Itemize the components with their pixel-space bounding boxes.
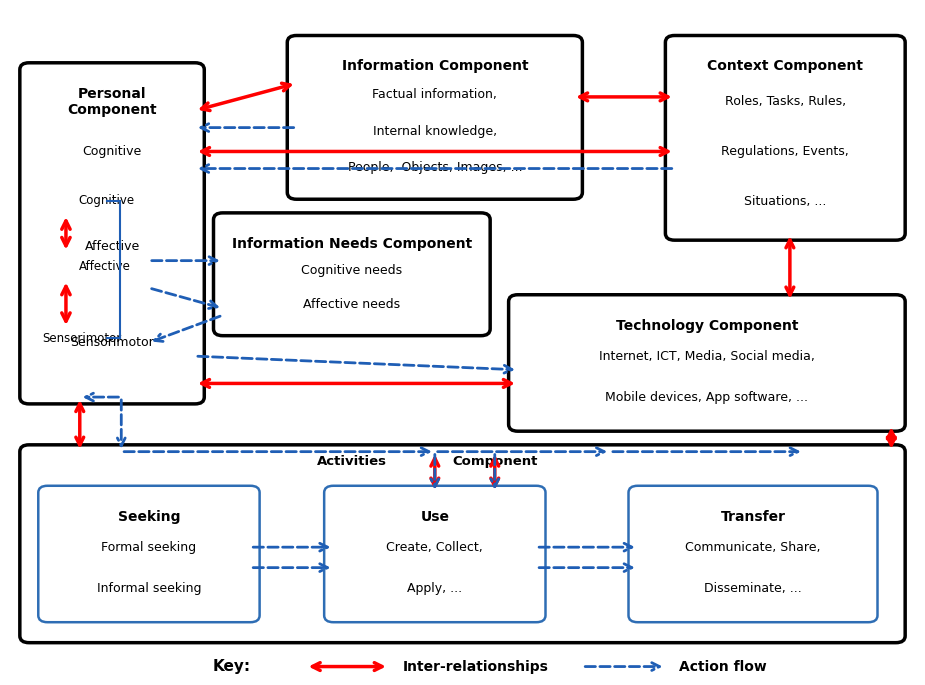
- Text: Transfer: Transfer: [721, 510, 785, 523]
- Text: Factual information,: Factual information,: [373, 88, 498, 101]
- Text: Seeking: Seeking: [117, 510, 180, 523]
- Text: Activities: Activities: [317, 456, 387, 469]
- Text: Context Component: Context Component: [708, 60, 863, 73]
- FancyBboxPatch shape: [324, 486, 546, 622]
- Text: Cognitive needs: Cognitive needs: [302, 264, 402, 277]
- Text: Affective: Affective: [84, 240, 140, 253]
- Text: People,  Objects, Images, ...: People, Objects, Images, ...: [348, 161, 522, 174]
- FancyBboxPatch shape: [509, 295, 906, 431]
- Text: Situations, ...: Situations, ...: [744, 195, 826, 208]
- Text: Disseminate, ...: Disseminate, ...: [704, 582, 802, 595]
- Text: Internet, ICT, Media, Social media,: Internet, ICT, Media, Social media,: [599, 349, 815, 362]
- FancyBboxPatch shape: [19, 63, 204, 404]
- Text: Component: Component: [452, 456, 537, 469]
- Text: Key:: Key:: [213, 659, 251, 674]
- FancyBboxPatch shape: [38, 486, 260, 622]
- FancyBboxPatch shape: [628, 486, 878, 622]
- Text: Personal
Component: Personal Component: [68, 87, 157, 117]
- Text: Formal seeking: Formal seeking: [102, 540, 196, 553]
- Text: Technology Component: Technology Component: [616, 319, 798, 333]
- Text: Sensorimotor: Sensorimotor: [43, 332, 121, 345]
- Text: Cognitive: Cognitive: [79, 194, 135, 207]
- Text: Inter-relationships: Inter-relationships: [402, 660, 549, 673]
- Text: Mobile devices, App software, ...: Mobile devices, App software, ...: [605, 390, 808, 403]
- FancyBboxPatch shape: [19, 445, 906, 643]
- FancyBboxPatch shape: [214, 213, 490, 336]
- FancyBboxPatch shape: [665, 36, 906, 240]
- Text: Information Needs Component: Information Needs Component: [231, 237, 472, 251]
- Text: Sensorimotor: Sensorimotor: [70, 336, 154, 349]
- Text: Affective: Affective: [79, 260, 130, 273]
- Text: Information Component: Information Component: [341, 60, 528, 73]
- Text: Action flow: Action flow: [679, 660, 767, 673]
- Text: Affective needs: Affective needs: [303, 299, 401, 312]
- Text: Cognitive: Cognitive: [82, 145, 142, 158]
- Text: Use: Use: [420, 510, 450, 523]
- Text: Communicate, Share,: Communicate, Share,: [685, 540, 820, 553]
- Text: Create, Collect,: Create, Collect,: [387, 540, 483, 553]
- Text: Apply, ...: Apply, ...: [407, 582, 462, 595]
- Text: Roles, Tasks, Rules,: Roles, Tasks, Rules,: [724, 95, 845, 108]
- Text: Internal knowledge,: Internal knowledge,: [373, 125, 497, 138]
- Text: Regulations, Events,: Regulations, Events,: [722, 145, 849, 158]
- FancyBboxPatch shape: [288, 36, 583, 199]
- Text: Informal seeking: Informal seeking: [97, 582, 202, 595]
